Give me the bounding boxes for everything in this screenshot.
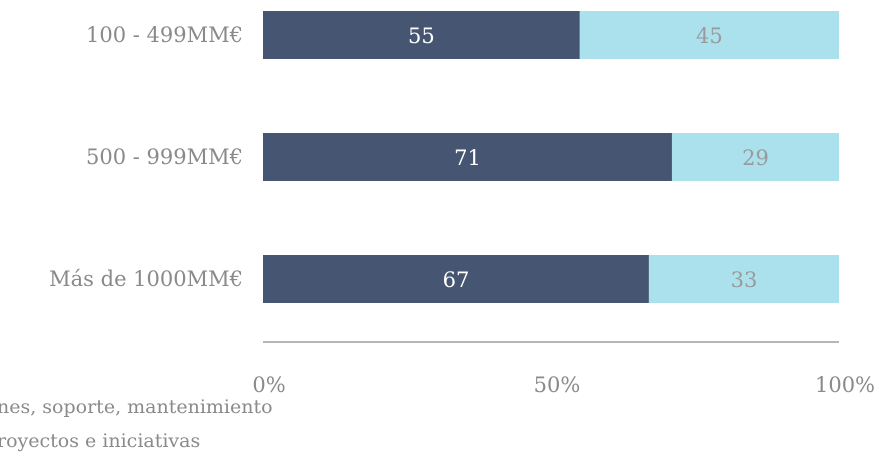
bar-segment-1-row-2: [263, 133, 672, 181]
category-labels: 100 - 499MM€ 500 - 999MM€ Más de 1000MM€: [49, 23, 243, 291]
data-label-1-row-1: 55: [408, 24, 435, 48]
bars-group: 55 45 71 29 67 33: [263, 11, 839, 303]
x-tick-labels: 0% 50% 100%: [252, 373, 875, 397]
data-label-1-row-2: 71: [454, 146, 481, 170]
x-tick-label-3: 100%: [815, 373, 875, 397]
bar-segment-2-row-1: [579, 11, 839, 59]
legend-label-2: royectos e iniciativas: [0, 430, 200, 452]
x-tick-label-1: 0%: [252, 373, 285, 397]
bar-segment-2-row-2: [671, 133, 839, 181]
data-label-2-row-1: 45: [696, 24, 723, 48]
data-label-2-row-2: 29: [742, 146, 769, 170]
category-label-1: 100 - 499MM€: [86, 23, 243, 47]
category-label-3: Más de 1000MM€: [49, 267, 243, 291]
bar-segment-2-row-3: [648, 255, 839, 303]
bar-segment-1-row-3: [263, 255, 649, 303]
x-tick-label-2: 50%: [534, 373, 581, 397]
legend: nes, soporte, mantenimiento royectos e in…: [0, 396, 273, 452]
category-label-2: 500 - 999MM€: [86, 145, 243, 169]
bar-segment-1-row-1: [263, 11, 580, 59]
legend-label-1: nes, soporte, mantenimiento: [0, 396, 273, 418]
data-label-2-row-3: 33: [731, 268, 758, 292]
data-label-1-row-3: 67: [443, 268, 470, 292]
